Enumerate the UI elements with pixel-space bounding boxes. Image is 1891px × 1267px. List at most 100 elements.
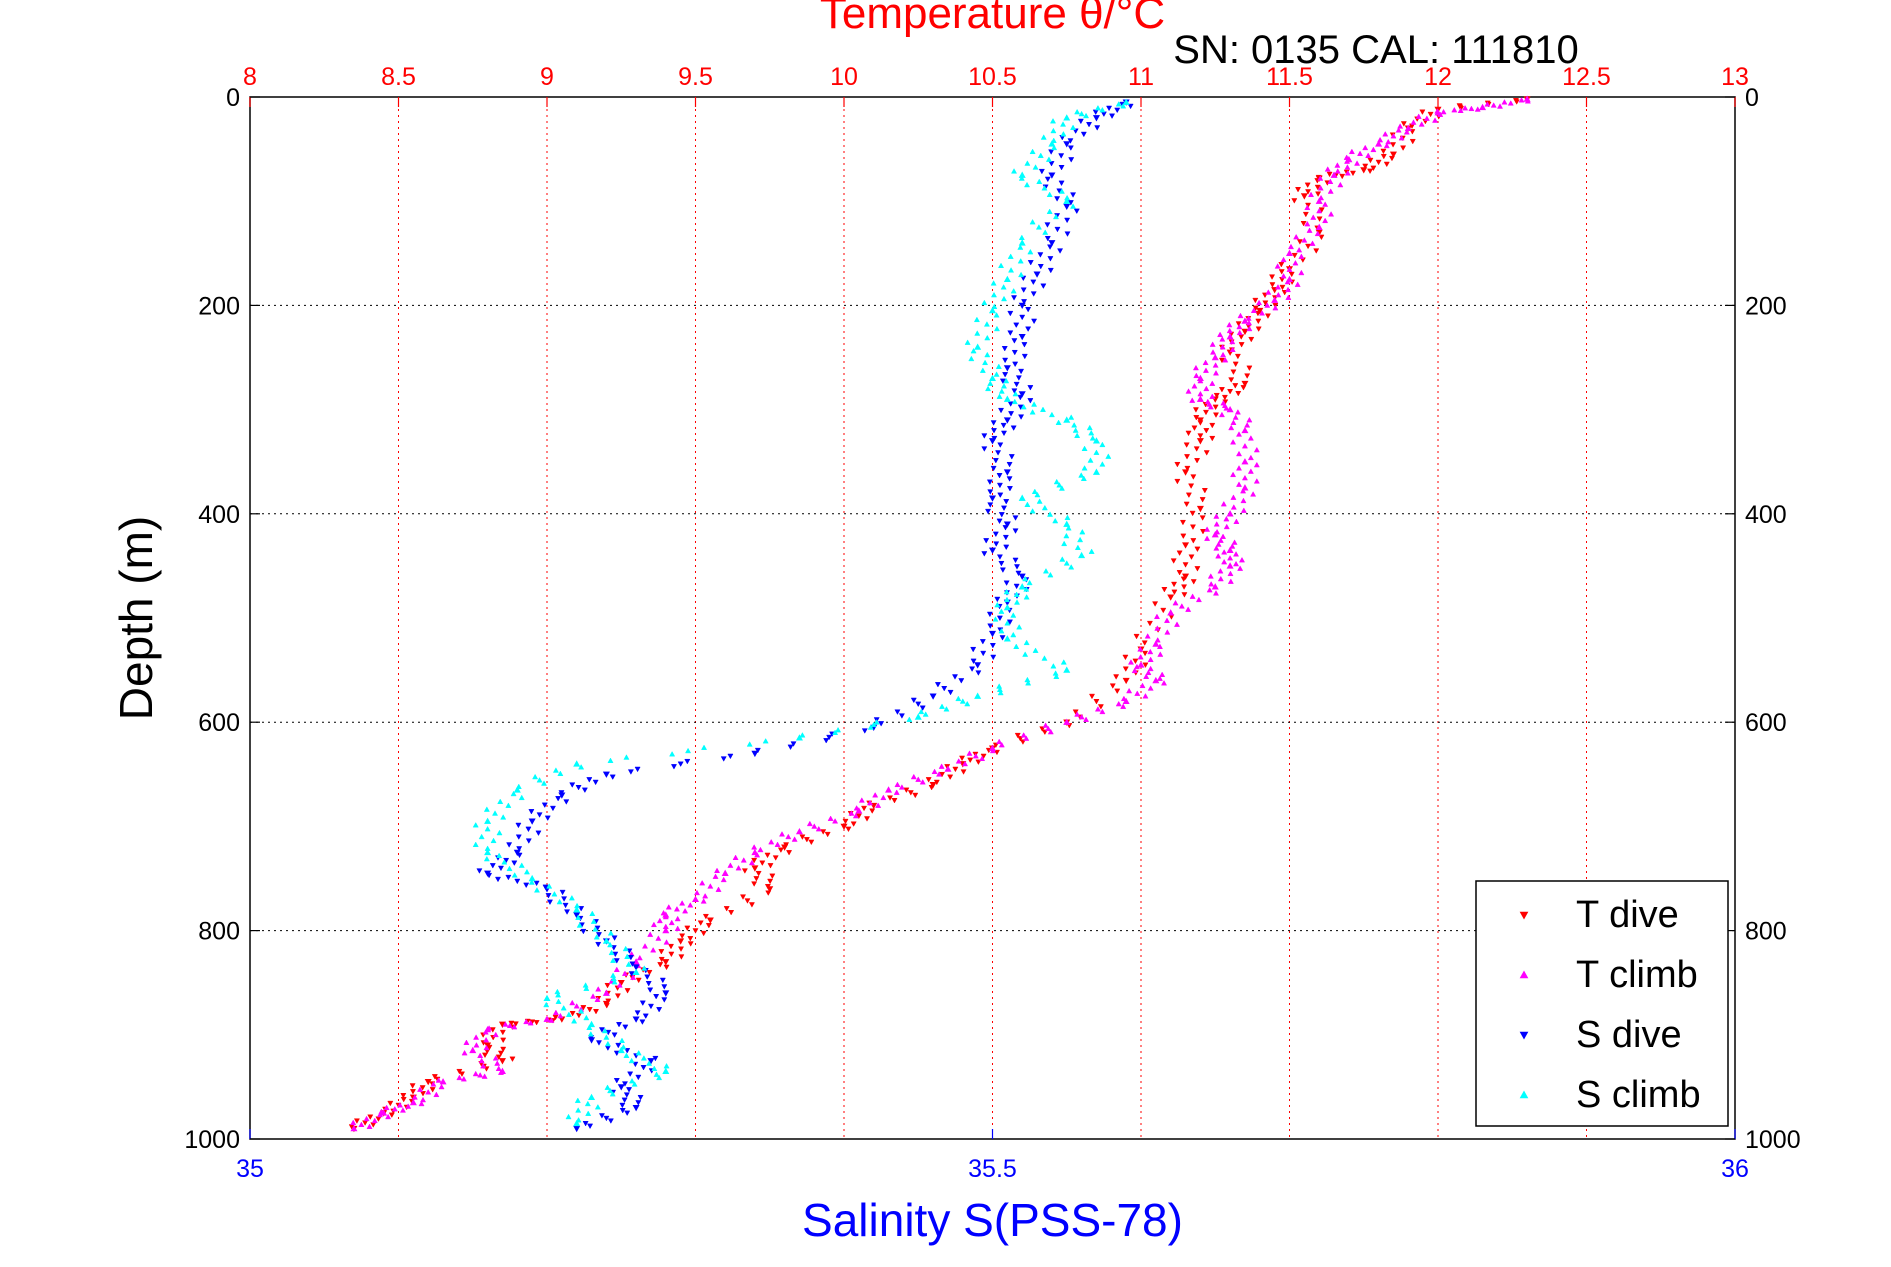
data-point <box>969 666 976 672</box>
data-point <box>595 1040 603 1046</box>
data-point <box>1004 620 1011 626</box>
data-point <box>483 806 490 812</box>
data-point <box>1215 553 1222 559</box>
data-point <box>1025 326 1032 332</box>
data-point <box>687 941 694 947</box>
data-point <box>992 616 999 622</box>
data-point <box>615 1022 623 1028</box>
data-point <box>714 867 721 874</box>
data-point <box>1081 445 1088 452</box>
data-point <box>1093 449 1100 455</box>
data-point <box>866 799 874 806</box>
data-point <box>1065 525 1072 531</box>
data-point <box>1074 711 1081 717</box>
data-point <box>1230 471 1237 478</box>
depth-tick-label-right: 800 <box>1745 918 1787 946</box>
data-point <box>480 1062 487 1069</box>
data-point <box>1147 648 1154 655</box>
data-point <box>632 1105 640 1112</box>
data-point <box>992 458 999 464</box>
data-point <box>650 921 657 928</box>
data-point <box>594 1103 601 1110</box>
data-point <box>1054 226 1061 233</box>
data-point <box>1088 548 1095 554</box>
data-point <box>757 846 764 853</box>
data-point <box>1213 392 1220 399</box>
data-point <box>1031 401 1038 407</box>
data-point <box>952 766 959 773</box>
data-point <box>1201 488 1208 494</box>
data-point <box>1052 213 1060 220</box>
data-point <box>380 1109 388 1116</box>
data-point <box>1120 103 1127 109</box>
data-point <box>1203 385 1210 392</box>
data-point <box>1142 662 1149 669</box>
data-point <box>620 1044 627 1050</box>
data-point <box>1241 426 1249 434</box>
data-point <box>1279 284 1286 291</box>
data-point <box>1194 546 1201 553</box>
data-point <box>1081 465 1088 471</box>
data-point <box>1012 361 1019 368</box>
data-point <box>990 654 997 661</box>
data-point <box>1153 613 1160 620</box>
data-point <box>728 910 735 916</box>
data-point <box>1055 419 1062 425</box>
data-point <box>1250 307 1257 313</box>
data-point <box>609 774 616 781</box>
data-point <box>533 1020 540 1026</box>
data-point <box>1013 591 1020 597</box>
data-point <box>588 1020 596 1028</box>
data-point <box>968 355 975 362</box>
data-point <box>755 870 762 877</box>
data-point <box>1232 414 1239 420</box>
data-point <box>587 1123 594 1130</box>
data-point <box>1284 278 1291 285</box>
data-point <box>1018 573 1026 580</box>
data-point <box>723 906 730 912</box>
data-point <box>1137 661 1145 668</box>
data-point <box>506 1022 513 1029</box>
data-point <box>593 933 600 940</box>
data-point <box>1212 362 1219 368</box>
data-point <box>1046 208 1053 214</box>
data-point <box>1248 336 1255 343</box>
data-point <box>1060 659 1067 665</box>
data-point <box>363 1115 370 1122</box>
salinity-tick-label: 36 <box>1721 1155 1749 1183</box>
data-point <box>1021 353 1028 360</box>
data-point <box>376 1111 383 1118</box>
data-point <box>1348 148 1355 155</box>
data-point <box>1211 353 1219 361</box>
data-point <box>1160 680 1168 686</box>
data-point <box>1370 146 1377 153</box>
data-point <box>595 932 602 938</box>
data-point <box>1053 478 1060 485</box>
data-point <box>627 769 634 775</box>
data-point <box>1041 729 1048 736</box>
data-point <box>998 262 1005 269</box>
data-point <box>603 1115 610 1122</box>
data-point <box>1440 108 1447 115</box>
data-point <box>1202 367 1209 373</box>
data-point <box>1170 558 1177 564</box>
data-point <box>1063 560 1070 566</box>
data-point <box>1244 373 1251 379</box>
data-point <box>1197 377 1204 384</box>
data-point <box>1324 166 1331 172</box>
data-point <box>662 959 670 966</box>
data-point <box>400 1096 407 1103</box>
data-point <box>996 518 1003 525</box>
data-point <box>898 713 905 719</box>
data-point <box>1044 176 1051 183</box>
data-point <box>1330 171 1338 178</box>
data-point <box>518 862 525 868</box>
data-point <box>387 1100 394 1107</box>
data-point <box>1044 222 1051 228</box>
temperature-tick-label: 8 <box>243 63 257 91</box>
data-point <box>1008 267 1015 273</box>
data-point <box>1193 446 1200 452</box>
data-point <box>1109 683 1116 689</box>
data-point <box>1058 180 1065 187</box>
data-point <box>478 833 485 840</box>
